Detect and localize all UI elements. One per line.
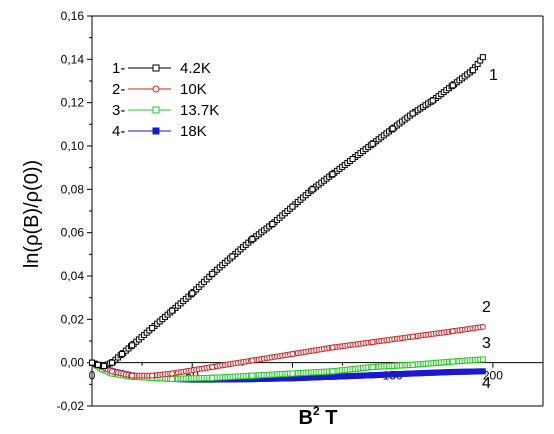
data-point bbox=[369, 140, 376, 147]
data-point bbox=[289, 203, 296, 210]
curve-label-4: 4 bbox=[482, 375, 491, 392]
data-point bbox=[269, 221, 276, 227]
data-point bbox=[389, 125, 396, 132]
data-point bbox=[169, 375, 176, 382]
data-point bbox=[289, 370, 296, 377]
data-point bbox=[169, 307, 176, 314]
series-1 bbox=[89, 54, 486, 369]
data-point bbox=[309, 186, 316, 193]
data-point bbox=[329, 368, 336, 375]
x-axis-label-superscript: 2 bbox=[313, 404, 320, 418]
y-tick-label: 0,10 bbox=[61, 139, 85, 153]
series-2 bbox=[89, 323, 486, 379]
y-tick-label: 0,00 bbox=[61, 356, 85, 370]
y-tick-label: 0,16 bbox=[61, 9, 85, 23]
data-point bbox=[249, 372, 256, 379]
x-axis-label: B2 T bbox=[299, 404, 338, 429]
data-point bbox=[249, 357, 256, 364]
legend-label: 18K bbox=[180, 123, 207, 140]
legend-marker bbox=[152, 85, 160, 93]
data-point bbox=[189, 290, 196, 297]
data-point bbox=[329, 344, 336, 351]
y-tick-label: -0,02 bbox=[57, 399, 85, 413]
data-point bbox=[479, 54, 486, 61]
x-tick-label: 200 bbox=[483, 369, 503, 383]
data-point bbox=[449, 358, 456, 365]
data-point bbox=[479, 356, 486, 363]
data-point bbox=[209, 374, 216, 381]
y-tick-label: 0,06 bbox=[61, 226, 85, 240]
data-point bbox=[229, 253, 236, 260]
data-point bbox=[369, 339, 376, 346]
curve-label-3: 3 bbox=[482, 335, 491, 352]
data-point bbox=[409, 370, 416, 377]
x-axis-label-symbol: B bbox=[299, 407, 313, 429]
y-tick-label: 0,12 bbox=[61, 96, 85, 110]
y-tick-label: 0,04 bbox=[61, 269, 85, 283]
legend-label: 4.2K bbox=[180, 60, 211, 77]
data-point bbox=[329, 171, 336, 178]
data-point bbox=[409, 361, 416, 368]
data-point bbox=[289, 351, 296, 357]
legend-label: 13.7K bbox=[180, 102, 219, 119]
data-point bbox=[95, 361, 102, 368]
legend-marker bbox=[152, 106, 160, 114]
data-point bbox=[369, 372, 376, 379]
legend-marker bbox=[152, 64, 160, 72]
data-point bbox=[409, 333, 416, 340]
curve-label-1: 1 bbox=[489, 67, 498, 84]
data-point bbox=[349, 156, 356, 162]
y-tick-label: 0,08 bbox=[61, 182, 85, 196]
data-point bbox=[479, 368, 486, 375]
data-point bbox=[149, 325, 156, 331]
data-point bbox=[249, 236, 256, 243]
data-point bbox=[449, 368, 456, 375]
data-point bbox=[129, 372, 136, 379]
data-point bbox=[149, 372, 156, 379]
y-tick-label: 0,02 bbox=[61, 312, 85, 326]
data-point bbox=[109, 359, 116, 366]
y-axis-label: ln(ρ(B)/ρ(0)) bbox=[21, 160, 43, 268]
y-axis-ticks: -0,02 0,00 0,02 0,04 0,06 0,08 0,10 0,12 0,14 0,1… bbox=[57, 9, 92, 413]
legend: 1- 4.2K 2- 10K 3- 13.7K 4- 18K bbox=[112, 60, 219, 140]
data-point bbox=[101, 362, 108, 369]
data-point bbox=[329, 373, 336, 380]
data-point bbox=[169, 370, 176, 377]
legend-prefix: 4- bbox=[112, 123, 125, 140]
data-point bbox=[479, 323, 486, 330]
curve-label-2: 2 bbox=[482, 299, 491, 316]
data-point bbox=[409, 110, 416, 117]
legend-prefix: 2- bbox=[112, 81, 125, 98]
data-point bbox=[129, 342, 136, 349]
legend-prefix: 3- bbox=[112, 102, 125, 119]
legend-prefix: 1- bbox=[112, 60, 125, 77]
data-point bbox=[449, 328, 456, 335]
legend-label: 10K bbox=[180, 81, 207, 98]
data-point bbox=[469, 67, 476, 74]
x-axis-label-unit: T bbox=[320, 407, 338, 429]
data-point bbox=[429, 97, 436, 104]
data-point bbox=[89, 359, 95, 366]
data-point bbox=[449, 82, 456, 89]
data-point bbox=[209, 270, 216, 277]
series-layer bbox=[89, 54, 486, 383]
data-point bbox=[369, 364, 376, 370]
data-point bbox=[119, 351, 126, 357]
x-tick-label: 0 bbox=[89, 369, 96, 383]
data-point bbox=[109, 368, 116, 375]
data-point bbox=[209, 364, 216, 370]
curve-end-labels: 1 2 3 4 bbox=[482, 67, 498, 392]
y-tick-label: 0,14 bbox=[61, 52, 85, 66]
legend-marker bbox=[152, 127, 160, 135]
